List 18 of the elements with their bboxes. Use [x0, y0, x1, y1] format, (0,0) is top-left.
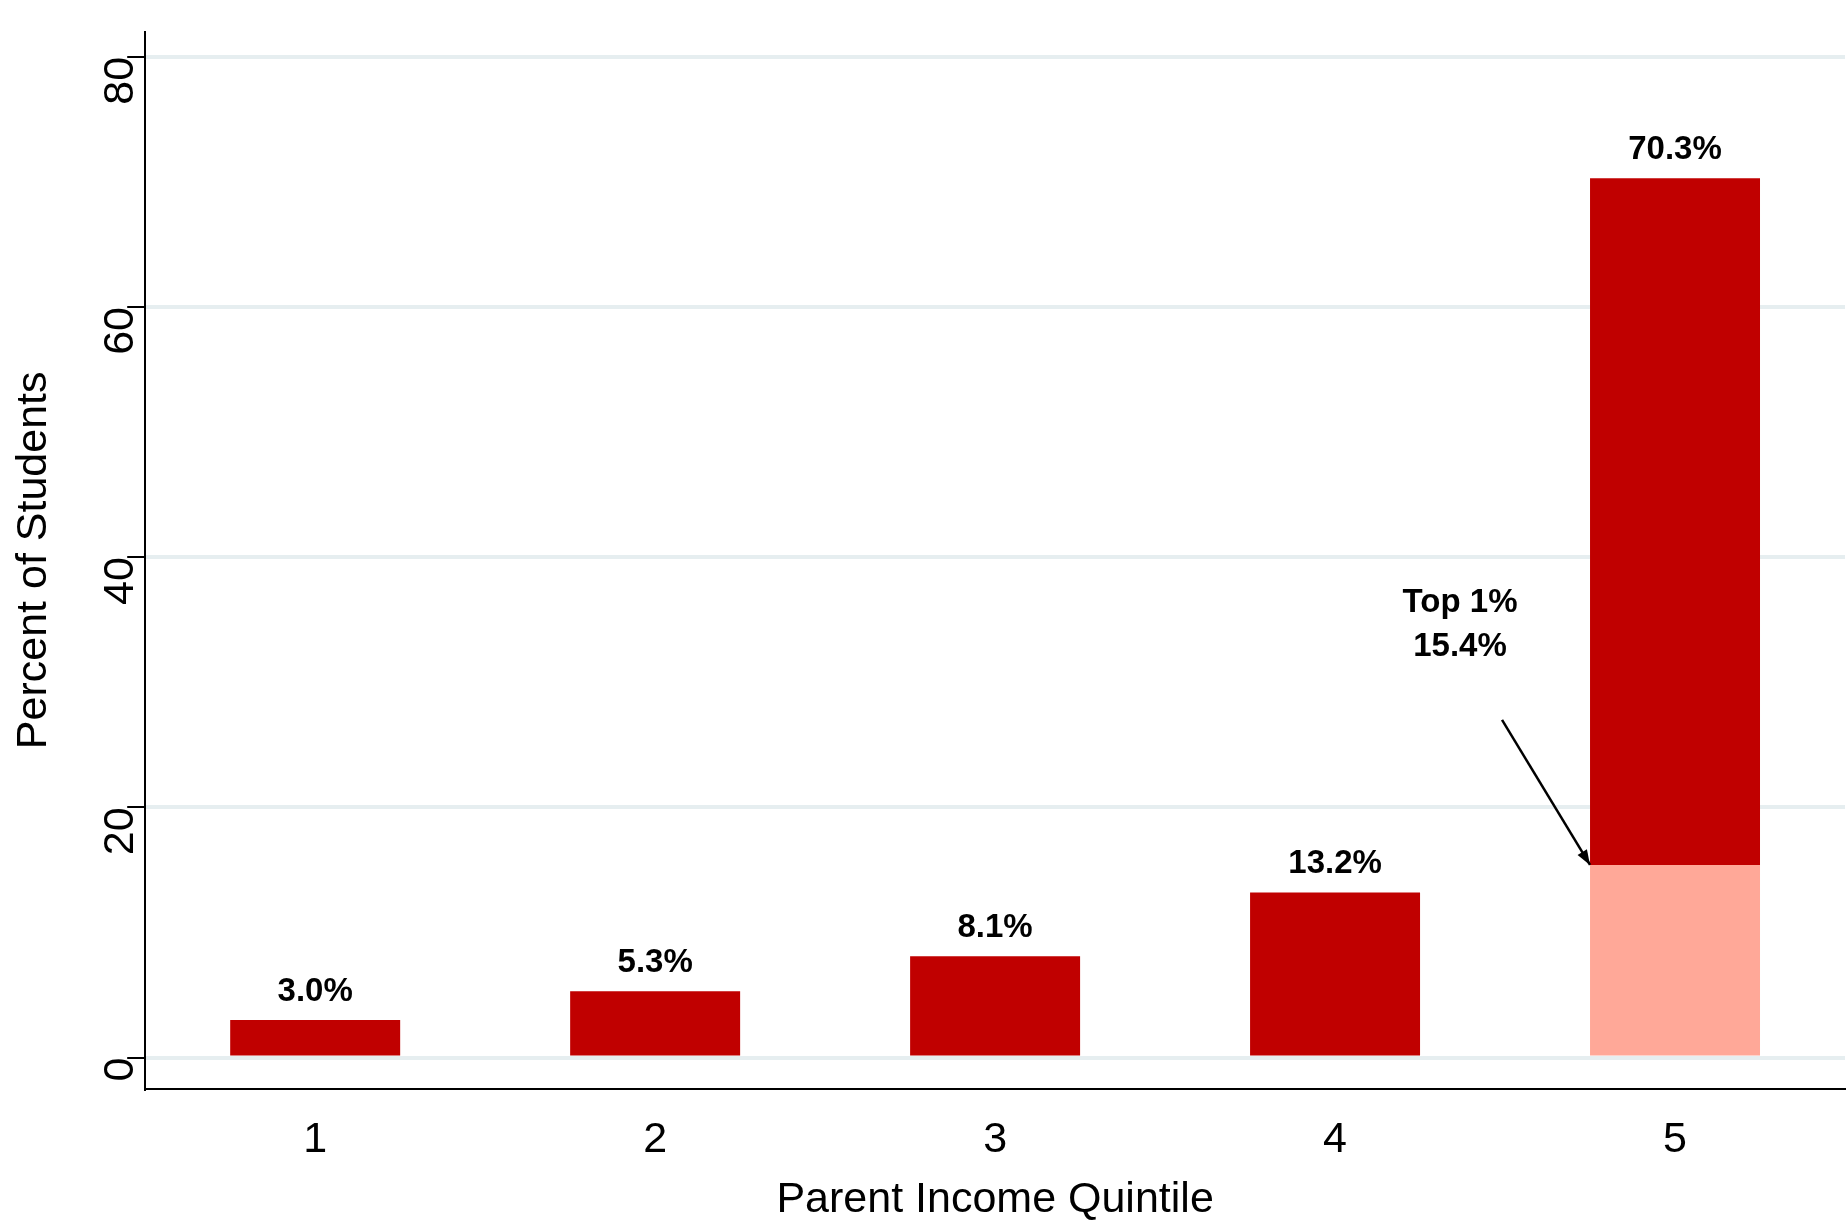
- total-label: 5.3%: [617, 941, 693, 979]
- y-tick-label: 60: [94, 307, 143, 355]
- x-tick-label: 1: [303, 1113, 328, 1162]
- x-tick-label: 4: [1323, 1113, 1348, 1162]
- y-tick-label: 80: [94, 56, 143, 105]
- y-tick-label: 0: [94, 1057, 143, 1082]
- x-tick-label: 3: [983, 1113, 1008, 1162]
- total-label: 8.1%: [957, 906, 1033, 944]
- total-label: 13.2%: [1288, 843, 1382, 880]
- y-tick-label: 20: [94, 807, 143, 856]
- x-tick-label: 2: [643, 1113, 668, 1162]
- y-axis-title: Percent of Students: [6, 371, 55, 750]
- annotation: Top 1% 15.4%: [1402, 582, 1518, 664]
- total-label: 3.0%: [277, 970, 353, 1008]
- y-tick-label: 40: [94, 557, 143, 606]
- x-axis-title: Parent Income Quintile: [776, 1173, 1214, 1222]
- total-label: 70.3%: [1628, 128, 1722, 166]
- x-tick-label: 5: [1663, 1113, 1687, 1162]
